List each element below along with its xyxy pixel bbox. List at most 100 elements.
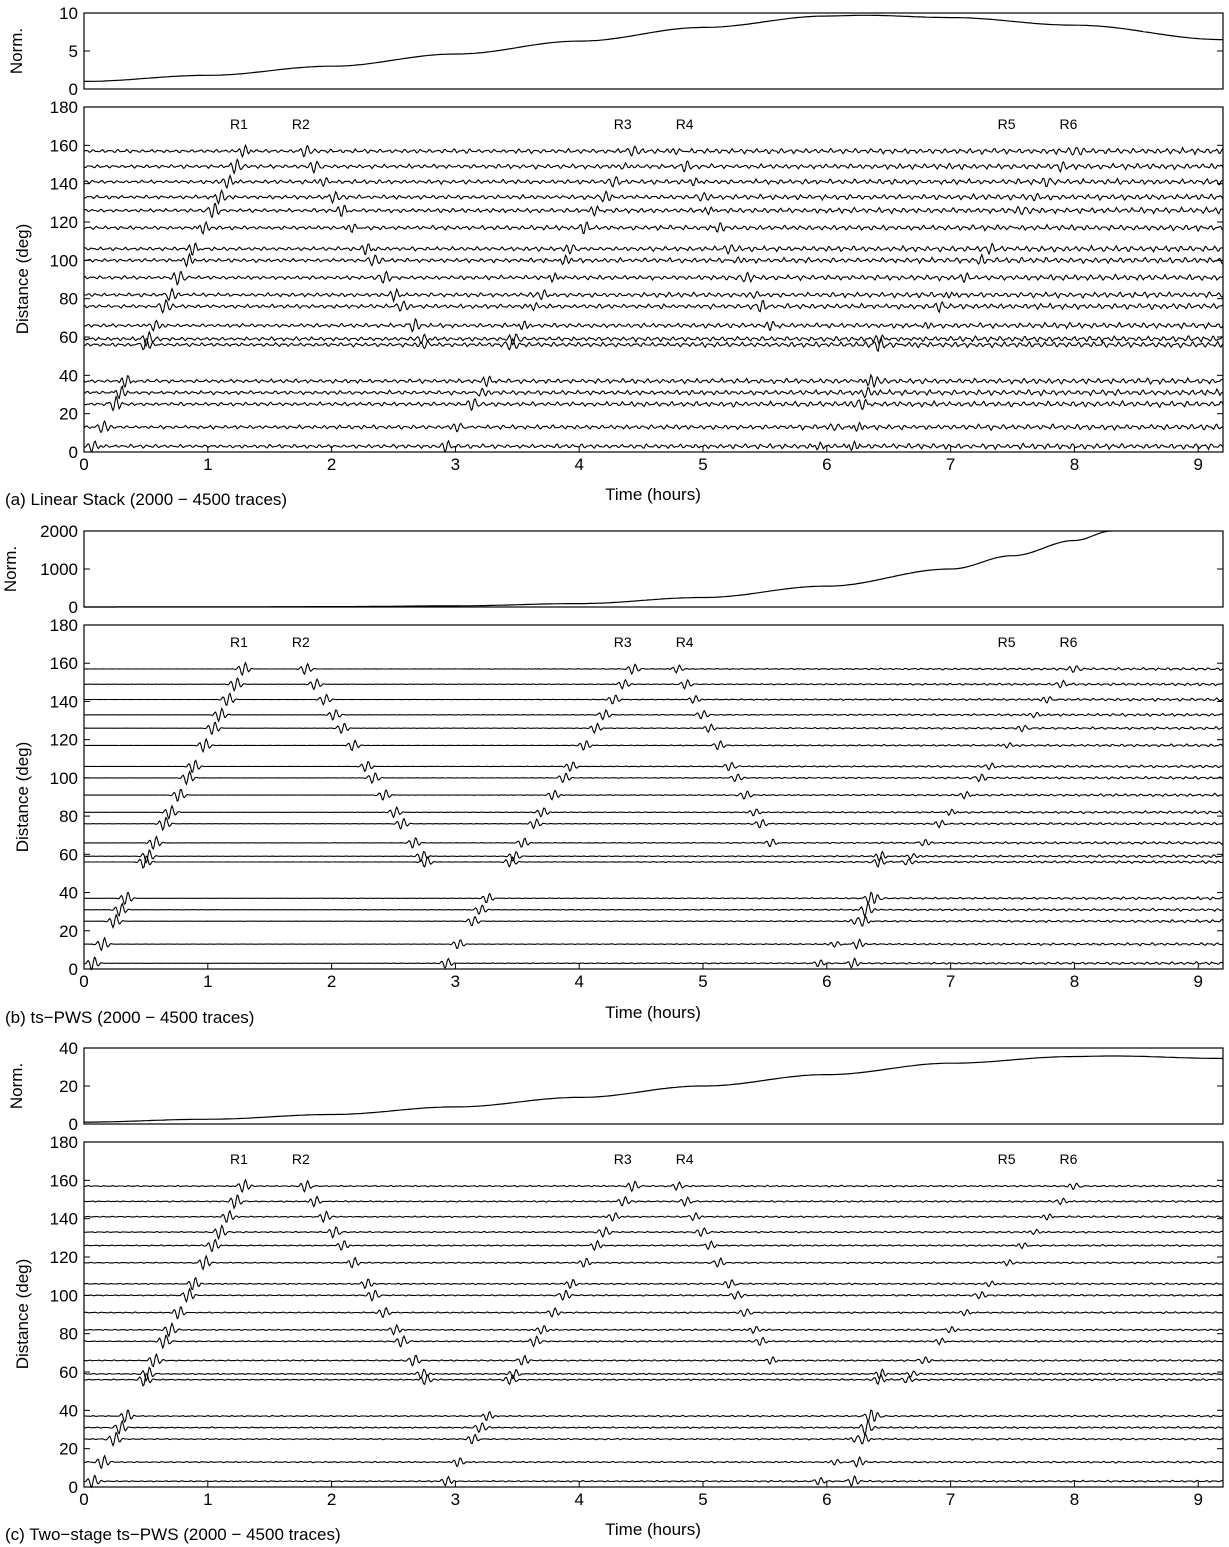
seismic-trace [83, 1306, 1224, 1320]
seismic-trace [83, 1238, 1223, 1252]
section-xtick-label: 2 [327, 972, 336, 991]
section-ytick-label: 40 [59, 366, 78, 385]
section-xlabel: Time (hours) [605, 1520, 701, 1539]
seismic-trace [83, 1474, 1224, 1489]
section-ytick-label: 160 [50, 136, 78, 155]
seismic-trace [83, 158, 1224, 175]
trace-group [83, 1178, 1224, 1489]
section-xtick-label: 5 [698, 1490, 707, 1509]
seismic-trace [83, 242, 1224, 256]
section-xtick-label: 1 [203, 455, 212, 474]
norm-curve [84, 530, 1112, 608]
section-xtick-label: 4 [574, 972, 583, 991]
section-xtick-label: 4 [574, 455, 583, 474]
norm-ytick-label: 2000 [40, 522, 78, 541]
seismic-trace [83, 1419, 1224, 1437]
section-xtick-label: 9 [1194, 455, 1203, 474]
norm-ylabel: Norm. [7, 28, 26, 74]
norm-ytick-label: 40 [59, 1039, 78, 1058]
norm-y-ticks: 0 20 40 [59, 1039, 1223, 1134]
section-ytick-label: 180 [50, 1133, 78, 1152]
seismic-trace [83, 1194, 1223, 1210]
seismic-trace [84, 816, 1224, 832]
norm-y-ticks: 0 1000 2000 [40, 522, 1223, 617]
section-ytick-label: 20 [59, 405, 78, 424]
section-xlabel: Time (hours) [605, 1003, 701, 1022]
section-ytick-label: 100 [50, 1286, 78, 1305]
phase-label: R3 [614, 634, 632, 650]
norm-plot-frame [83, 1047, 1224, 1125]
section-xtick-label: 7 [946, 972, 955, 991]
norm-plot-a: Norm. 0 5 10 [7, 4, 1224, 99]
section-xtick-label: 0 [79, 455, 88, 474]
section-ytick-label: 80 [59, 807, 78, 826]
seismic-trace [83, 1409, 1224, 1423]
seismic-trace [84, 1209, 1224, 1224]
norm-plot-b: Norm. 0 1000 2000 [1, 522, 1224, 617]
phase-label: R6 [1059, 116, 1077, 132]
seismic-trace [83, 1454, 1224, 1470]
section-x-ticks: 0 1 2 3 4 5 6 7 8 9 [79, 1481, 1203, 1509]
seismic-trace [83, 330, 1224, 348]
section-ytick-label: 80 [59, 290, 78, 309]
trace-group [83, 143, 1224, 453]
seismic-trace [83, 1178, 1224, 1193]
section-plot-frame [83, 106, 1224, 453]
section-xtick-label: 9 [1194, 972, 1203, 991]
section-xtick-label: 1 [203, 972, 212, 991]
section-ytick-label: 0 [69, 443, 78, 462]
norm-ytick-label: 20 [59, 1077, 78, 1096]
section-ytick-label: 140 [50, 692, 78, 711]
section-ytick-label: 180 [50, 616, 78, 635]
section-ytick-label: 120 [50, 731, 78, 750]
seismic-trace [84, 835, 1224, 851]
section-y-ticks: 0 20 40 60 80 100 120 140 160 180 [50, 616, 1223, 979]
section-plot-frame [83, 624, 1224, 970]
seismic-trace [84, 384, 1224, 400]
norm-plot-frame [83, 530, 1224, 608]
section-ytick-label: 20 [59, 922, 78, 941]
section-ytick-label: 0 [69, 960, 78, 979]
seismic-trace [83, 1373, 1224, 1387]
seismic-trace [83, 220, 1224, 236]
section-xtick-label: 6 [822, 1490, 831, 1509]
section-xtick-label: 1 [203, 1490, 212, 1509]
seismic-trace [83, 1334, 1224, 1350]
section-x-ticks: 0 1 2 3 4 5 6 7 8 9 [79, 963, 1203, 991]
phase-label: R2 [292, 116, 310, 132]
phase-label-group: R1 R2 R3 R4 R5 R6 [230, 116, 1078, 132]
seismic-trace [84, 737, 1224, 754]
seismic-trace [84, 439, 1224, 453]
phase-label: R4 [676, 116, 694, 132]
seismic-trace [83, 287, 1224, 304]
phase-label: R6 [1059, 634, 1077, 650]
seismic-trace [83, 317, 1224, 333]
norm-y-ticks: 0 5 10 [59, 4, 1223, 99]
section-xtick-label: 5 [698, 972, 707, 991]
seismic-trace [84, 692, 1224, 707]
phase-label: R5 [998, 116, 1016, 132]
phase-label: R1 [230, 1151, 248, 1167]
section-ytick-label: 60 [59, 328, 78, 347]
phase-label: R2 [292, 1151, 310, 1167]
seismic-trace [83, 1431, 1224, 1448]
seismic-trace [83, 173, 1224, 190]
seismic-trace [83, 707, 1224, 723]
seismic-trace [83, 252, 1224, 268]
section-ytick-label: 60 [59, 845, 78, 864]
section-ylabel: Distance (deg) [13, 224, 32, 335]
panel-caption: (a) Linear Stack (2000 − 4500 traces) [5, 490, 287, 509]
phase-label: R4 [676, 1151, 694, 1167]
seismic-trace [84, 913, 1224, 930]
section-ytick-label: 100 [50, 251, 78, 270]
seismic-trace [83, 298, 1224, 314]
section-ytick-label: 140 [50, 1210, 78, 1229]
section-xtick-label: 5 [698, 455, 707, 474]
section-ytick-label: 40 [59, 884, 78, 903]
phase-label: R1 [230, 116, 248, 132]
section-y-ticks: 0 20 40 60 80 100 120 140 160 180 [50, 98, 1223, 462]
norm-ytick-label: 1000 [40, 560, 78, 579]
phase-label: R4 [676, 634, 694, 650]
